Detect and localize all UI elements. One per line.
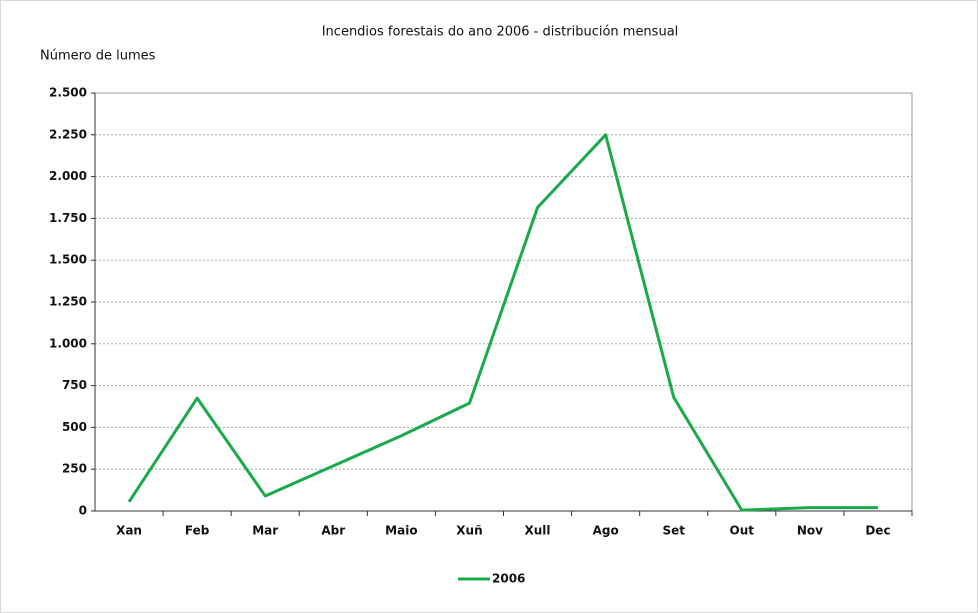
x-tick-label: Set — [662, 524, 685, 538]
chart-title: Incendios forestais do ano 2006 - distri… — [322, 25, 679, 40]
y-tick-label: 1.500 — [49, 253, 87, 267]
y-tick-label: 500 — [62, 420, 87, 434]
x-tick-label: Feb — [185, 524, 210, 538]
y-tick-label: 2.500 — [49, 86, 87, 100]
y-tick-label: 250 — [62, 462, 87, 476]
y-axis-label: Número de lumes — [40, 49, 156, 64]
x-tick-label: Xuñ — [456, 524, 482, 538]
y-tick-label: 2.000 — [49, 169, 87, 183]
line-series — [127, 133, 878, 512]
x-tick-label: Abr — [321, 524, 345, 538]
x-tick-label: Maio — [385, 524, 417, 538]
x-tick-label: Xan — [116, 524, 142, 538]
x-tick-label: Xull — [525, 524, 551, 538]
x-tick-label: Dec — [865, 524, 890, 538]
y-tick-label: 1.000 — [49, 336, 87, 350]
x-tick-label: Nov — [797, 524, 823, 538]
x-tick-label: Mar — [252, 524, 278, 538]
legend-label: 2006 — [492, 572, 525, 586]
x-tick-label: Ago — [593, 524, 619, 538]
y-tick-label: 1.750 — [49, 211, 87, 225]
x-tick-label: Out — [730, 524, 755, 538]
y-tick-label: 750 — [62, 378, 87, 392]
y-tick-label: 2.250 — [49, 127, 87, 141]
y-tick-label: 1.250 — [49, 295, 87, 309]
y-tick-label: 0 — [79, 504, 87, 518]
